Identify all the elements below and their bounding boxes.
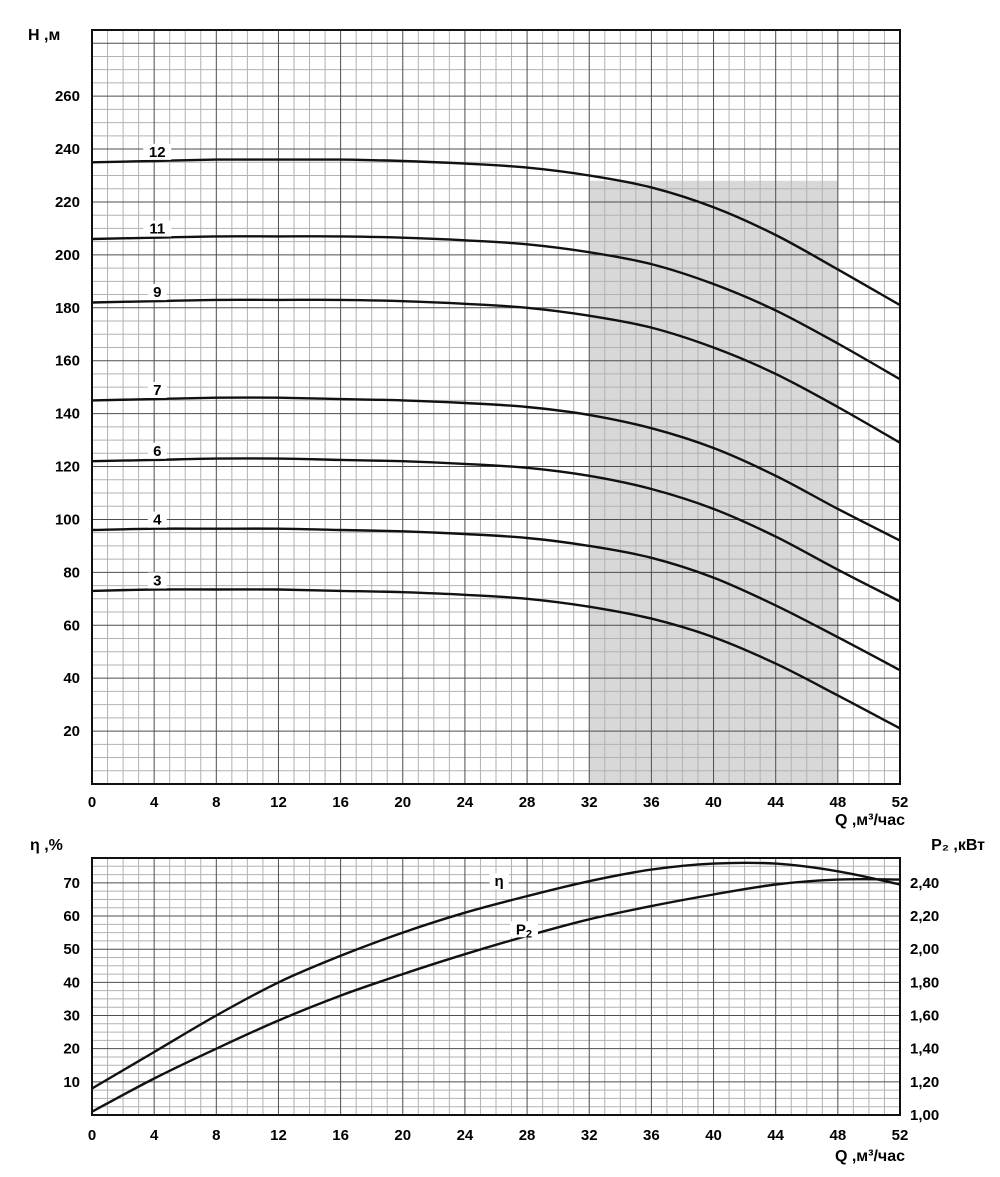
x-tick-label: 0 [88,794,96,811]
flow-axis-title-top: Q ,м³/час [834,812,905,829]
x-tick-label: 44 [767,794,784,811]
curve-label-bg [509,921,538,938]
x-tick-label: 32 [581,1127,598,1144]
head-tick-label: 240 [55,141,80,158]
stage-curve-label: 9 [153,284,161,301]
x-tick-label: 28 [519,794,536,811]
x-tick-label: 24 [457,794,474,811]
power-curve [91,878,901,1113]
stage-curve-label: 4 [153,512,162,529]
head-tick-label: 220 [55,194,80,211]
flow-axis-title-bottom: Q ,м³/час [834,1148,905,1165]
head-tick-label: 180 [55,300,80,317]
efficiency-tick-label: 60 [63,908,80,925]
head-curve-3 [91,588,901,730]
curve-label-bg [143,143,172,160]
stage-curve-label: 6 [153,443,161,460]
x-tick-label: 40 [705,1127,722,1144]
efficiency-curve-label: η [495,873,504,890]
head-curve-7 [91,396,901,542]
head-curve-11 [91,235,901,381]
x-tick-label: 4 [150,794,159,811]
stage-curve-label: 7 [153,382,161,399]
x-tick-label: 4 [150,1127,159,1144]
stage-curve-label: 3 [153,573,161,590]
power-tick-label: 1,80 [910,974,939,991]
x-tick-label: 36 [643,1127,660,1144]
x-tick-label: 24 [457,1127,474,1144]
x-tick-label: 12 [270,1127,287,1144]
power-curve-label: P2 [516,921,532,940]
x-tick-label: 52 [892,1127,909,1144]
head-tick-label: 60 [63,617,80,634]
efficiency-tick-label: 30 [63,1008,80,1025]
head-curve-12 [91,158,901,307]
x-tick-label: 20 [394,1127,411,1144]
head-tick-label: 160 [55,353,80,370]
efficiency-curve [91,861,901,1090]
power-tick-label: 2,20 [910,908,939,925]
power-tick-label: 1,40 [910,1041,939,1058]
curve-label-bg [489,873,509,890]
efficiency-axis-title: η ,% [30,837,63,854]
curve-label-bg [147,284,167,301]
plot-border [91,29,901,785]
head-tick-label: 200 [55,247,80,264]
head-curve-6 [91,457,901,603]
power-axis-title: P₂ ,кВт [931,837,985,854]
plot-border [91,857,901,1116]
x-tick-label: 16 [332,794,349,811]
x-tick-label: 20 [394,794,411,811]
efficiency-tick-label: 10 [63,1074,80,1091]
power-tick-label: 1,60 [910,1008,939,1025]
head-curve-9 [91,298,901,444]
head-tick-label: 120 [55,459,80,476]
head-tick-label: 100 [55,511,80,528]
efficiency-tick-label: 70 [63,875,80,892]
x-tick-label: 48 [830,794,847,811]
x-tick-label: 52 [892,794,909,811]
efficiency-tick-label: 20 [63,1041,80,1058]
head-tick-label: 140 [55,406,80,423]
curve-label-bg [143,220,172,237]
x-tick-label: 12 [270,794,287,811]
x-tick-label: 16 [332,1127,349,1144]
x-tick-label: 44 [767,1127,784,1144]
x-tick-label: 0 [88,1127,96,1144]
x-tick-label: 36 [643,794,660,811]
head-tick-label: 40 [63,670,80,687]
power-tick-label: 2,00 [910,941,939,958]
power-tick-label: 2,40 [910,875,939,892]
x-tick-label: 28 [519,1127,536,1144]
efficiency-tick-label: 40 [63,974,80,991]
x-tick-label: 40 [705,794,722,811]
power-tick-label: 1,00 [910,1107,939,1124]
stage-curve-label: 12 [149,144,166,161]
curve-label-bg [147,442,167,459]
head-curve-4 [91,527,901,672]
x-tick-label: 48 [830,1127,847,1144]
x-tick-label: 8 [212,1127,220,1144]
power-tick-label: 1,20 [910,1074,939,1091]
head-tick-label: 20 [63,723,80,740]
stage-curve-label: 11 [149,221,165,238]
head-axis-title: H ,м [28,27,61,44]
curve-label-bg [147,572,167,589]
x-tick-label: 8 [212,794,220,811]
curve-label-bg [147,381,167,398]
head-tick-label: 80 [63,564,80,581]
curve-label-bg [147,511,167,528]
efficiency-tick-label: 50 [63,941,80,958]
head-tick-label: 260 [55,88,80,105]
x-tick-label: 32 [581,794,598,811]
